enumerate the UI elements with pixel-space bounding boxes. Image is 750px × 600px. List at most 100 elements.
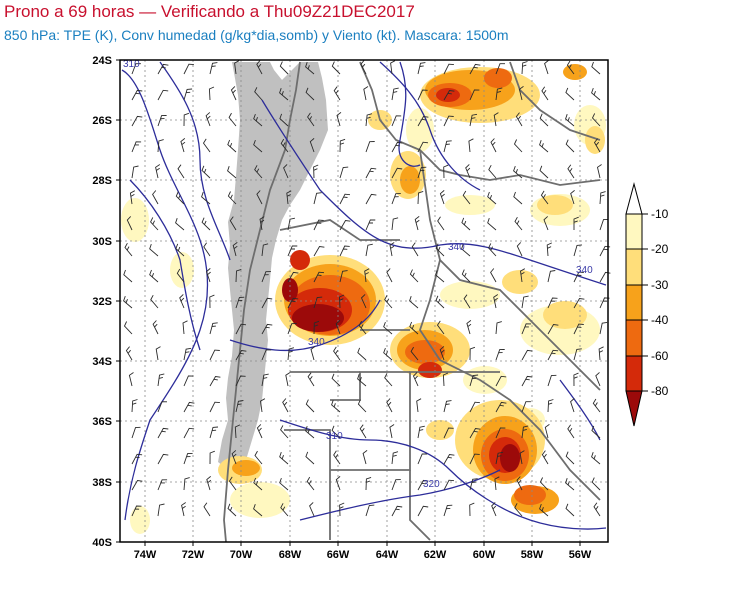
wind-barb (439, 346, 445, 361)
wind-barb (565, 503, 575, 517)
wind-barb (335, 320, 341, 335)
lat-tick-label: 34S (92, 356, 112, 368)
graticule (120, 60, 608, 542)
wind-barb (469, 89, 480, 101)
wind-barb (364, 268, 370, 283)
colorbar-label: -30 (651, 278, 669, 292)
wind-barb (123, 269, 133, 283)
lat-tick-label: 40S (92, 537, 112, 549)
wind-barb (541, 450, 549, 465)
wind-barb (365, 504, 375, 517)
wind-barb (183, 452, 193, 465)
wind-barb (591, 61, 601, 75)
wind-barb (463, 294, 471, 309)
lon-tick-label: 66W (327, 549, 350, 561)
wind-barb (131, 505, 142, 517)
wind-barb (259, 216, 265, 231)
wind-barb (157, 63, 169, 75)
wind-barb (232, 242, 238, 257)
wind-barb (313, 246, 325, 257)
wind-barb (573, 348, 582, 361)
wind-barb (131, 63, 141, 75)
wind-barb (591, 452, 601, 465)
contour-label: 310 (123, 59, 140, 70)
wind-barb (599, 191, 606, 205)
wind-barb (227, 191, 237, 205)
wind-barb (591, 87, 601, 101)
wind-barb (279, 88, 289, 101)
wind-barb (391, 451, 399, 465)
wind-barb (487, 217, 497, 231)
wind-barb (599, 321, 608, 335)
wind-barb (254, 87, 263, 101)
wind-barb (383, 347, 393, 361)
wind-barb (591, 477, 601, 491)
wind-barb (469, 346, 476, 361)
wind-barb (260, 398, 266, 413)
wind-barb (514, 216, 523, 231)
wind-barb (443, 140, 452, 153)
map-plot-area: 310 340 340 340 310 320 (119, 59, 611, 543)
colorbar-swatch (625, 248, 643, 286)
wind-barb (365, 193, 377, 205)
wind-barb (573, 271, 584, 283)
lon-tick-label: 68W (279, 549, 302, 561)
wind-barb (313, 320, 320, 335)
wind-barb (209, 450, 215, 465)
wind-barb (285, 372, 291, 387)
wind-barb (227, 166, 237, 179)
wind-barb (131, 115, 143, 127)
wind-barb (180, 138, 186, 153)
wind-barb (131, 480, 143, 491)
wind-barb (443, 115, 454, 127)
wind-barb (157, 373, 165, 387)
wind-barb (150, 217, 159, 231)
wind-barb (443, 479, 455, 491)
wind-barb (513, 165, 523, 179)
contour-label: 320 (423, 479, 440, 490)
wind-barb (360, 294, 367, 309)
wind-barb (495, 87, 503, 101)
wind-barb (279, 61, 289, 75)
wind-barb (540, 190, 549, 205)
lat-tick-label: 24S (92, 55, 112, 67)
wind-barb (435, 270, 445, 283)
wind-barb (573, 216, 579, 230)
wind-barb (521, 323, 532, 335)
lon-tick-label: 60W (473, 549, 496, 561)
wind-barb (461, 217, 471, 231)
colorbar-label: -20 (651, 242, 669, 256)
lon-tick-label: 70W (230, 549, 253, 561)
colorbar-swatch (625, 284, 643, 321)
wind-barb (539, 113, 549, 127)
wind-barb (391, 479, 401, 491)
wind-barb (201, 165, 211, 179)
wind-barb (439, 190, 445, 205)
wind-barb (331, 425, 341, 439)
wind-barb (412, 372, 419, 387)
contour-labels: 310 340 340 340 310 320 (123, 59, 593, 490)
wind-barb (443, 63, 454, 75)
wind-barb (365, 113, 373, 127)
wind-barb (443, 454, 455, 465)
wind-barb (544, 424, 550, 439)
wind-barb (410, 346, 419, 361)
wind-barb (365, 141, 375, 153)
wind-barb (150, 294, 159, 309)
wind-barb (547, 374, 557, 387)
wind-barb (253, 477, 263, 491)
wind-barb (235, 268, 242, 283)
wind-barb (124, 242, 133, 257)
wind-barb (234, 60, 240, 75)
wind-barb (465, 164, 471, 179)
wind-barb (495, 321, 502, 335)
wind-barb (521, 295, 529, 309)
wind-barb (521, 401, 531, 413)
wind-barb (565, 451, 575, 465)
wind-barb (209, 376, 221, 387)
wind-barb (256, 60, 263, 75)
wind-barb (362, 450, 368, 465)
wind-barb (209, 426, 219, 439)
wind-barb (202, 138, 211, 153)
wind-barb (435, 243, 445, 257)
